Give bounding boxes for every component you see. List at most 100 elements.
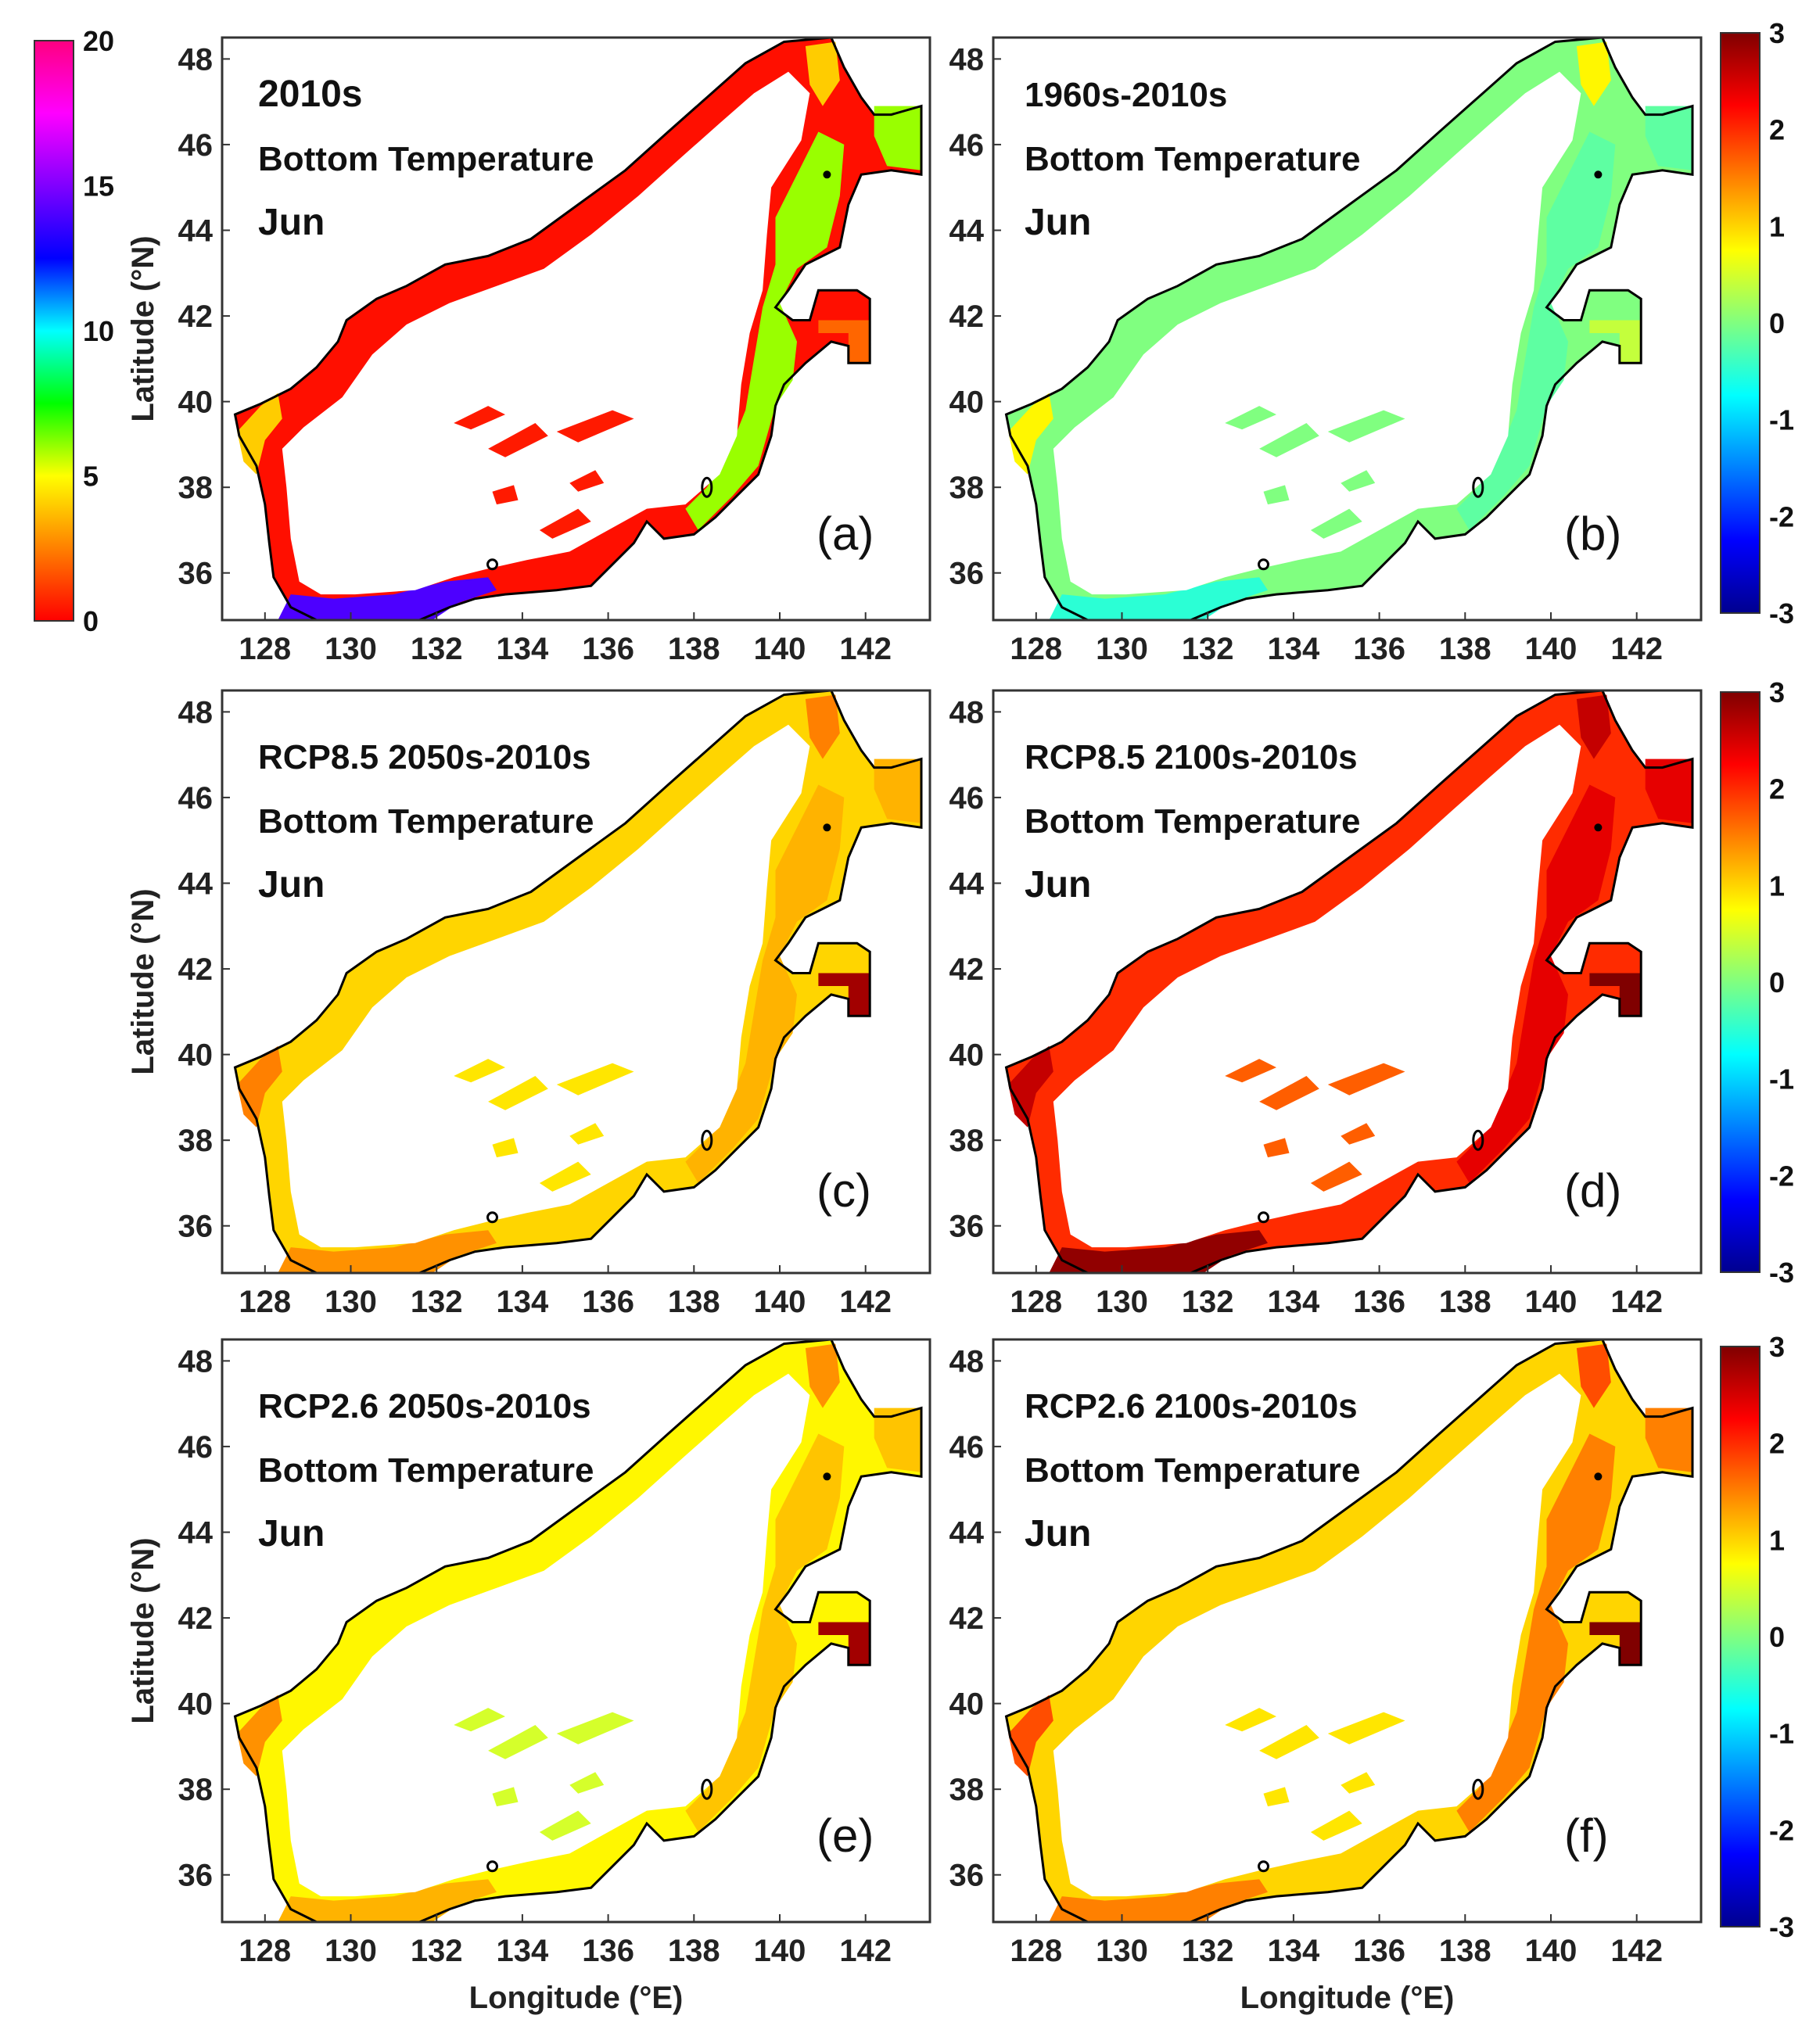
colorbar-tick-label: 2 xyxy=(1769,114,1785,146)
shelf-patch-2 xyxy=(1259,1725,1319,1759)
rishiri-island xyxy=(823,823,831,832)
x-tick-label: 128 xyxy=(239,1285,291,1319)
deep-basin xyxy=(1053,71,1581,595)
y-tick-label: 40 xyxy=(178,385,214,420)
shelf-patch-2 xyxy=(488,1725,548,1759)
y-tick-label: 48 xyxy=(178,1344,214,1379)
shelf-patch-3 xyxy=(556,1063,634,1096)
colorbar-gradient xyxy=(1720,32,1761,614)
x-tick-label: 128 xyxy=(1010,1285,1062,1319)
tatar-bay-region xyxy=(1645,758,1692,823)
tatar-bay-region xyxy=(1645,106,1692,170)
panel-month: Jun xyxy=(258,1513,325,1555)
x-tick-label: 142 xyxy=(1610,1285,1663,1319)
coastline xyxy=(1004,38,1694,620)
panel-variable: Bottom Temperature xyxy=(258,802,594,841)
island-bay-region xyxy=(1589,973,1642,1017)
y-axis-label: Latitude (°N) xyxy=(126,888,160,1074)
x-tick-label: 128 xyxy=(239,632,291,666)
y-tick-label: 44 xyxy=(178,214,214,249)
y-tick-label: 40 xyxy=(949,1038,985,1073)
y-tick-label: 38 xyxy=(178,471,214,505)
coastline xyxy=(1004,1339,1694,1922)
tatar-bay-region xyxy=(1645,1407,1692,1472)
x-tick-label: 136 xyxy=(1353,1934,1405,1968)
colorbar-tick-label: -2 xyxy=(1769,500,1794,533)
x-tick-label: 128 xyxy=(239,1934,291,1968)
x-tick-label: 128 xyxy=(1010,632,1062,666)
y-tick-label: 36 xyxy=(178,1859,214,1893)
panel-title: 2010s xyxy=(258,74,362,115)
colorbar-diff-1: -3 -2 -1 0 1 2 3 xyxy=(1720,17,1794,629)
x-tick-label: 130 xyxy=(1096,1285,1148,1319)
panel-b: 128 130 132 134 136 138 140 142 36 38 40 42 44 46 48 19… xyxy=(949,36,1703,666)
island-bay-region xyxy=(818,1622,870,1666)
panel-letter: (e) xyxy=(817,1809,874,1862)
colorbar-tick-label: 3 xyxy=(1769,676,1785,708)
x-tick-label: 132 xyxy=(1182,1285,1234,1319)
x-tick-label: 140 xyxy=(754,1285,806,1319)
y-tick-label: 38 xyxy=(178,1124,214,1158)
colorbar-tick-label: 3 xyxy=(1769,1331,1785,1363)
y-tick-label: 36 xyxy=(178,1210,214,1244)
shelf-patch-6 xyxy=(539,1161,591,1192)
colorbar-diff-2: -3 -2 -1 0 1 2 3 xyxy=(1720,676,1794,1289)
y-axis-label: Latitude (°N) xyxy=(126,1537,160,1723)
deep-basin xyxy=(282,724,810,1248)
x-tick-label: 138 xyxy=(668,1934,720,1968)
shelf-patch-3 xyxy=(1327,410,1405,443)
shelf-patch-6 xyxy=(1310,1810,1362,1841)
colorbar-tick-label: 1 xyxy=(1769,210,1785,242)
colorbar-tick-label: -2 xyxy=(1769,1814,1794,1846)
x-tick-label: 142 xyxy=(839,1285,892,1319)
y-tick-label: 36 xyxy=(949,1210,985,1244)
plot-frame xyxy=(221,36,931,622)
colorbar-tick-label: 3 xyxy=(1769,17,1785,49)
x-tick-label: 136 xyxy=(582,632,634,666)
x-tick-label: 140 xyxy=(1525,1934,1577,1968)
x-tick-label: 132 xyxy=(1182,1934,1234,1968)
east-coast-band xyxy=(1456,1433,1616,1832)
shelf-patch-1 xyxy=(1225,1708,1276,1732)
y-tick-label: 42 xyxy=(178,299,214,334)
plot-frame xyxy=(221,1338,931,1924)
colorbar-tick-label: 5 xyxy=(83,461,99,493)
oki-island xyxy=(486,558,498,571)
colorbar-tick-label: 0 xyxy=(1769,1621,1785,1653)
y-tick-label: 36 xyxy=(178,557,214,591)
panel-letter: (d) xyxy=(1564,1164,1621,1217)
oki-island xyxy=(486,1211,498,1224)
plot-frame xyxy=(221,689,931,1275)
oki-island xyxy=(1258,1860,1269,1873)
x-axis-label: Longitude (°E) xyxy=(1240,1981,1455,2015)
sado-island xyxy=(1472,476,1484,498)
y-tick-label: 40 xyxy=(178,1687,214,1722)
shelf-patch-1 xyxy=(454,406,505,430)
y-tick-label: 44 xyxy=(949,1516,985,1551)
shelf-patch-4 xyxy=(1263,1787,1290,1807)
shelf-patch-4 xyxy=(1263,485,1290,505)
x-tick-label: 136 xyxy=(1353,1285,1405,1319)
panel-letter: (c) xyxy=(817,1164,871,1217)
panel-month: Jun xyxy=(258,202,325,243)
y-tick-label: 36 xyxy=(949,557,985,591)
tatar-bay-region xyxy=(874,1407,921,1472)
y-tick-label: 38 xyxy=(178,1773,214,1807)
y-tick-label: 40 xyxy=(949,385,985,420)
x-tick-label: 136 xyxy=(582,1934,634,1968)
east-coast-band xyxy=(685,784,845,1183)
panel-title: RCP8.5 2050s-2010s xyxy=(258,738,591,776)
y-tick-label: 38 xyxy=(949,1124,985,1158)
shelf-patch-5 xyxy=(569,1123,605,1145)
panel-variable: Bottom Temperature xyxy=(1025,802,1360,841)
coastline xyxy=(233,1339,923,1922)
island-bay-region xyxy=(818,320,870,364)
rishiri-island xyxy=(1594,1472,1603,1481)
y-tick-label: 44 xyxy=(178,867,214,902)
shelf-patch-4 xyxy=(492,485,519,505)
shelf-patch-3 xyxy=(556,410,634,443)
plot-frame xyxy=(992,1338,1703,1924)
shelf-patch-4 xyxy=(492,1138,519,1158)
shelf-patch-3 xyxy=(1327,1063,1405,1096)
y-tick-label: 48 xyxy=(949,42,985,77)
